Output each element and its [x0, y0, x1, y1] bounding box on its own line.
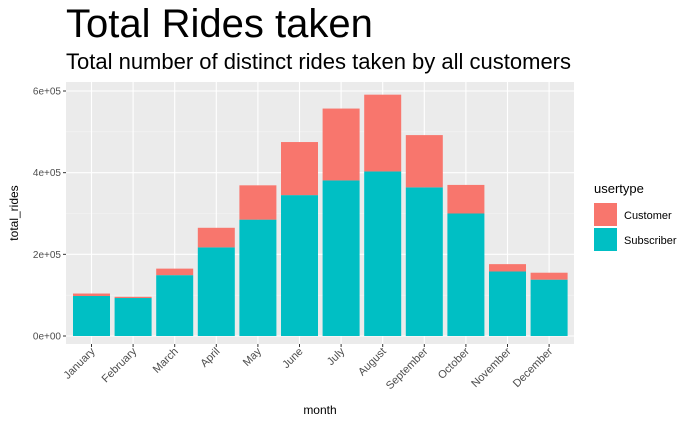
x-tick-label: January: [61, 345, 98, 382]
x-axis-title: month: [303, 403, 336, 417]
legend: usertype Customer Subscriber: [594, 181, 677, 251]
x-tick-label: July: [325, 345, 348, 368]
legend-swatch-subscriber: [594, 228, 617, 251]
x-tick-label: May: [241, 345, 265, 369]
bar-customer-may: [239, 185, 277, 220]
x-tick-label: June: [280, 346, 305, 371]
chart-title: Total Rides taken: [66, 2, 373, 46]
bar-subscriber-july: [322, 180, 360, 336]
bar-subscriber-may: [239, 219, 277, 336]
bar-customer-october: [447, 184, 485, 214]
bar-subscriber-june: [281, 195, 318, 336]
legend-swatch-customer: [594, 203, 617, 226]
x-tick-label: September: [384, 345, 431, 392]
x-tick-label: April: [198, 346, 222, 370]
bar-customer-january: [73, 293, 110, 296]
y-tick-label: 2e+05: [33, 250, 62, 261]
bar-customer-august: [364, 94, 402, 172]
legend-label-subscriber: Subscriber: [624, 235, 677, 247]
y-tick-label: 4e+05: [33, 168, 62, 179]
y-axis-title: total_rides: [7, 185, 21, 240]
bar-subscriber-february: [114, 298, 152, 336]
bar-customer-march: [156, 268, 194, 276]
y-tick-label: 0e+00: [33, 332, 62, 343]
legend-label-customer: Customer: [624, 210, 672, 222]
bar-subscriber-january: [73, 295, 110, 336]
x-tick-label: November: [469, 345, 514, 390]
bar-subscriber-september: [405, 187, 443, 336]
bar-subscriber-october: [447, 213, 485, 336]
bar-subscriber-december: [530, 279, 568, 336]
x-tick-label: August: [356, 346, 389, 379]
x-tick-label: March: [151, 346, 181, 376]
y-tick-label: 6e+05: [33, 87, 62, 98]
x-tick-label: February: [100, 345, 140, 385]
bar-customer-september: [405, 135, 443, 188]
bar-customer-april: [197, 227, 235, 248]
bar-customer-february: [114, 296, 152, 299]
bar-customer-june: [281, 142, 318, 196]
x-tick-label: December: [511, 345, 556, 390]
bar-subscriber-april: [197, 247, 235, 336]
bar-customer-december: [530, 272, 568, 280]
bar-subscriber-march: [156, 275, 194, 336]
bar-customer-november: [489, 264, 526, 272]
chart-subtitle: Total number of distinct rides taken by …: [66, 49, 572, 74]
x-tick-label: October: [436, 345, 472, 381]
bar-customer-july: [322, 108, 360, 181]
bar-subscriber-november: [489, 271, 526, 336]
legend-title: usertype: [594, 181, 644, 196]
bar-subscriber-august: [364, 171, 402, 336]
